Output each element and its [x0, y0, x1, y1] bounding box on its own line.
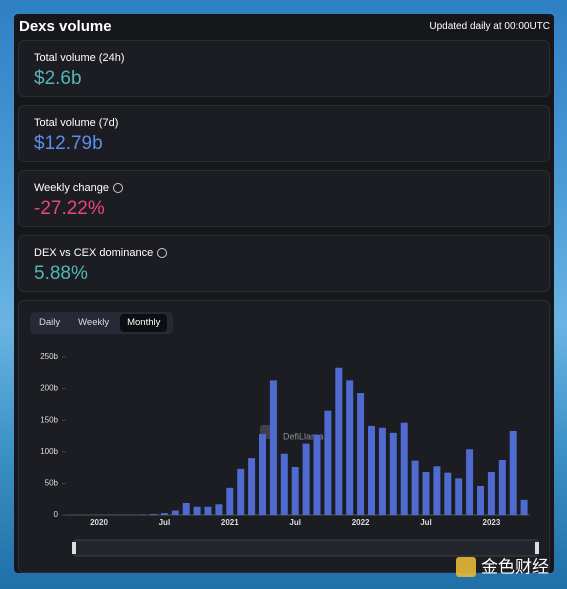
watermark: 金色财经 — [481, 557, 549, 576]
bar — [509, 430, 517, 515]
y-tick-label: 200b — [40, 384, 58, 393]
bar — [313, 434, 321, 515]
bar — [291, 466, 299, 515]
label-text: DEX vs CEX dominance — [34, 247, 154, 259]
stat-value: -27.22% — [34, 198, 105, 219]
bar — [335, 367, 343, 515]
watermark: DefiLlama — [283, 431, 324, 441]
x-tick-label: Jul — [159, 518, 171, 527]
bar — [520, 499, 528, 515]
bar — [269, 380, 277, 515]
range-handle[interactable] — [72, 542, 76, 554]
bar — [150, 514, 157, 515]
bar — [477, 485, 484, 515]
bar — [302, 443, 310, 515]
bar — [226, 487, 234, 515]
tab[interactable]: Monthly — [120, 314, 168, 332]
stat-label: Total volume (24h) — [34, 52, 125, 64]
bar — [378, 427, 386, 515]
bar — [215, 504, 223, 515]
bar — [433, 466, 441, 515]
bar — [498, 460, 506, 515]
tab-group: Daily Weekly Monthly — [30, 312, 174, 334]
chart-card: Daily Weekly Monthly — [18, 300, 550, 573]
bar — [368, 425, 375, 515]
tab[interactable]: Daily — [39, 317, 61, 328]
stat-card: Total volume (24h) $2.6b — [18, 40, 550, 97]
help-icon[interactable] — [113, 183, 124, 194]
y-tick-label: 250b — [40, 352, 58, 361]
x-tick-label: Jul — [420, 518, 432, 527]
stat-value: $12.79b — [34, 133, 103, 154]
x-tick-label: 2022 — [352, 518, 370, 527]
bar — [193, 506, 201, 515]
y-tick-label: 50b — [45, 479, 59, 488]
range-handle[interactable] — [535, 542, 539, 554]
bar — [280, 453, 288, 515]
bar — [455, 478, 463, 515]
tab[interactable]: Weekly — [78, 317, 110, 328]
update-note: Updated daily at 00:00UTC — [429, 21, 550, 32]
stat-label: Total volume (7d) — [34, 117, 119, 129]
watermark-logo — [456, 557, 476, 577]
bar — [139, 514, 147, 515]
bar — [237, 468, 245, 515]
bar — [487, 472, 495, 515]
bar — [248, 458, 256, 515]
page-title: Dexs volume — [19, 18, 112, 35]
bar — [346, 380, 354, 515]
bar — [357, 393, 365, 515]
stat-card: DEX vs CEX dominance 5.88% — [18, 235, 550, 292]
x-tick-label: Jul — [289, 518, 301, 527]
help-icon[interactable] — [157, 248, 168, 259]
bar — [171, 510, 179, 515]
x-tick-label: 2023 — [483, 518, 501, 527]
stat-card: Total volume (7d) $12.79b — [18, 105, 550, 162]
x-tick-label: 2021 — [221, 518, 239, 527]
bar — [259, 434, 266, 515]
y-tick-label: 0 — [54, 510, 59, 519]
bar — [466, 449, 474, 515]
x-tick-label: 2020 — [90, 518, 108, 527]
bar — [422, 472, 430, 515]
stat-value: 5.88% — [34, 263, 88, 284]
bar — [182, 502, 190, 515]
bar — [324, 410, 332, 515]
bar — [444, 472, 452, 515]
label-text: Weekly change — [34, 182, 110, 194]
stat-value: $2.6b — [34, 68, 82, 89]
bar — [160, 513, 168, 515]
bar — [204, 506, 212, 515]
stat-label: Weekly change — [34, 182, 124, 194]
bar — [389, 432, 397, 515]
range-slider[interactable] — [73, 539, 539, 557]
y-tick-label: 100b — [40, 447, 58, 456]
stat-card: Weekly change -27.22% — [18, 170, 550, 227]
stat-label: DEX vs CEX dominance — [34, 247, 168, 259]
bar — [400, 422, 408, 515]
y-tick-label: 150b — [40, 415, 58, 424]
panel: Dexs volume Updated daily at 00:00UTC To… — [14, 14, 554, 573]
bar — [411, 460, 419, 515]
